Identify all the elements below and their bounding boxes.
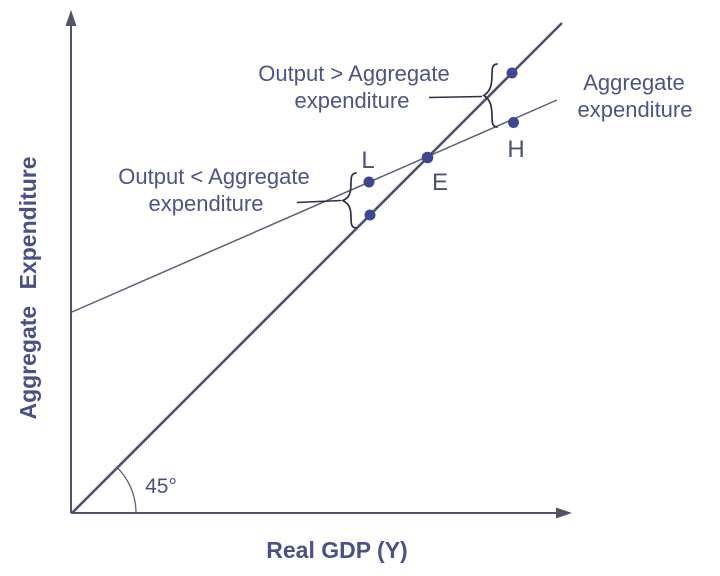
leader-line-upper: [428, 95, 483, 99]
dot-45-line-upper: [506, 67, 518, 79]
annotation-output-gt-line1: Output > Aggregate: [258, 61, 449, 86]
dot-point-h: [508, 117, 519, 128]
y-axis-label: Aggregate Expenditure: [15, 156, 41, 419]
curly-brace-lower-icon: [340, 172, 357, 229]
forty-five-degree-line: [71, 22, 563, 514]
dot-point-l: [363, 176, 375, 188]
angle-arc: [116, 467, 137, 514]
x-axis-label: Real GDP (Y): [266, 537, 407, 563]
x-axis-arrow-icon: [556, 507, 572, 519]
ae-curve-label-line2: expenditure: [578, 97, 693, 122]
leader-line-lower: [296, 199, 342, 204]
angle-label: 45°: [145, 475, 177, 498]
ae-curve-label-line1: Aggregate: [583, 70, 685, 95]
point-label-l: L: [361, 147, 374, 174]
point-label-e: E: [432, 169, 448, 196]
annotation-output-gt-line2: expenditure: [295, 88, 410, 113]
dot-point-e: [421, 151, 434, 164]
curly-brace-upper-icon: [482, 63, 498, 128]
annotation-output-lt-line2: expenditure: [149, 191, 264, 216]
aggregate-expenditure-line: [71, 99, 558, 313]
dot-45-line-lower: [364, 209, 376, 221]
point-label-h: H: [507, 136, 524, 163]
annotation-output-lt-line1: Output < Aggregate: [118, 164, 309, 189]
y-axis-arrow-icon: [65, 10, 77, 26]
